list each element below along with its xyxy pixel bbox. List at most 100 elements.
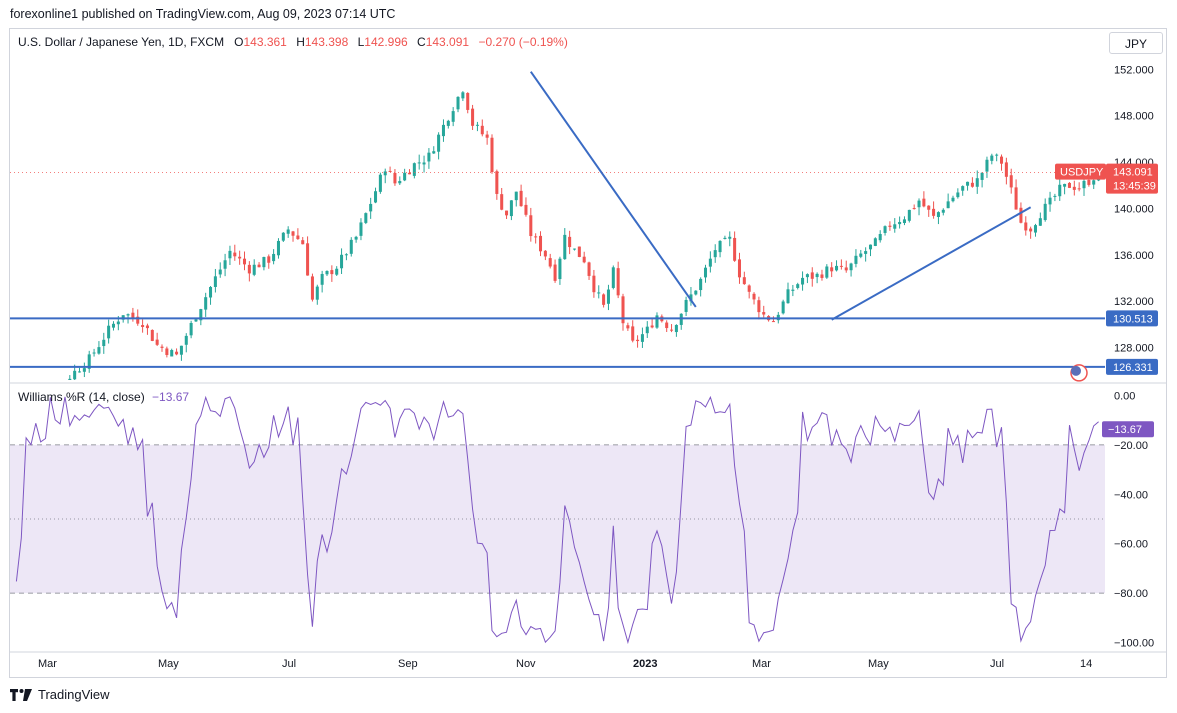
tradingview-logo-icon xyxy=(10,688,32,701)
candles xyxy=(68,91,1101,380)
last-value-tags: USDJPY 143.091 13:45:39 xyxy=(1055,163,1158,194)
candle-body xyxy=(1043,203,1047,221)
low-value: 142.996 xyxy=(364,35,408,49)
time-tick-label: Nov xyxy=(516,658,536,670)
candle-body xyxy=(422,162,426,165)
candle-body xyxy=(771,321,775,323)
candle-body xyxy=(597,292,601,294)
candle-body xyxy=(412,163,416,176)
candle-body xyxy=(820,274,824,278)
candle-body xyxy=(602,294,606,305)
candle-body xyxy=(577,246,581,257)
tradingview-brand[interactable]: TradingView xyxy=(10,687,110,702)
candle-body xyxy=(155,339,159,345)
trendline xyxy=(831,206,1032,321)
price-tick-label: 128.000 xyxy=(1114,343,1154,355)
time-tick-label: 2023 xyxy=(633,658,657,670)
horizontal-levels: 130.513 126.331 xyxy=(10,172,1158,375)
level-tag-label: 130.513 xyxy=(1113,313,1153,325)
candle-body xyxy=(505,210,509,216)
candle-body xyxy=(563,234,567,260)
candle-body xyxy=(621,296,625,324)
candle-body xyxy=(762,312,766,315)
candle-body xyxy=(548,258,552,267)
candle-body xyxy=(68,378,72,380)
candle-body xyxy=(77,371,82,373)
candle-body xyxy=(111,323,115,328)
williams-r-tick-label: −80.00 xyxy=(1114,588,1148,600)
candle-body xyxy=(1087,179,1091,185)
candle-body xyxy=(218,269,222,275)
close-value: 143.091 xyxy=(425,35,470,49)
candle-body xyxy=(645,326,649,334)
candle-body xyxy=(296,235,300,240)
candle-body xyxy=(611,267,615,288)
candle-body xyxy=(1004,162,1008,177)
candle-body xyxy=(291,231,295,236)
candle-body xyxy=(427,152,431,162)
candle-body xyxy=(1082,180,1086,189)
candle-body xyxy=(670,329,674,331)
candle-body xyxy=(742,277,746,285)
trendline xyxy=(529,71,697,308)
candle-body xyxy=(941,209,945,213)
candle-body xyxy=(631,326,635,341)
candle-body xyxy=(970,182,974,187)
candle-body xyxy=(995,154,999,156)
time-tick-label: Jul xyxy=(990,658,1004,670)
candle-body xyxy=(650,325,654,328)
candle-body xyxy=(864,251,868,254)
candle-body xyxy=(1067,182,1071,188)
candle-body xyxy=(1038,218,1042,226)
candle-body xyxy=(985,159,989,172)
candle-body xyxy=(665,322,669,329)
last-price-label: 143.091 xyxy=(1113,167,1153,179)
candle-body xyxy=(1009,175,1013,188)
candle-body xyxy=(223,260,227,269)
candle-body xyxy=(757,300,761,313)
candle-body xyxy=(1092,180,1096,185)
candle-body xyxy=(980,172,984,180)
candle-body xyxy=(136,316,140,324)
candle-body xyxy=(204,297,208,310)
symbol-title[interactable]: U.S. Dollar / Japanese Yen, 1D, FXCM xyxy=(18,35,225,49)
williams-r-tick-label: −100.00 xyxy=(1114,638,1154,650)
candle-body xyxy=(286,229,290,234)
currency-button[interactable]: JPY xyxy=(1109,32,1163,54)
time-tick-label: 14 xyxy=(1080,658,1092,670)
candle-body xyxy=(184,335,188,345)
high-value: 143.398 xyxy=(304,35,349,49)
tradingview-brand-text: TradingView xyxy=(38,687,110,702)
candle-body xyxy=(247,264,251,274)
candle-body xyxy=(262,256,266,268)
candle-body xyxy=(340,254,344,269)
candle-body xyxy=(733,237,737,261)
candle-body xyxy=(480,125,484,135)
candle-body xyxy=(398,181,402,184)
candle-body xyxy=(310,276,314,300)
candle-body xyxy=(330,270,334,275)
candle-body xyxy=(713,250,717,258)
candle-body xyxy=(446,120,450,126)
candle-body xyxy=(456,96,460,110)
candle-body xyxy=(335,268,339,275)
candle-body xyxy=(257,264,261,268)
candle-body xyxy=(640,334,644,342)
candle-body xyxy=(636,339,640,342)
candle-body xyxy=(815,273,819,278)
chart-frame xyxy=(9,28,1167,678)
candle-body xyxy=(902,219,906,224)
candle-body xyxy=(718,240,722,253)
candle-body xyxy=(917,200,921,208)
candle-body xyxy=(175,351,179,355)
candle-body xyxy=(592,275,596,293)
williams-r-tick-label: −60.00 xyxy=(1114,539,1148,551)
candle-body xyxy=(888,225,892,227)
williams-r-last-tag xyxy=(1102,421,1154,438)
candle-body xyxy=(684,299,688,312)
candle-body xyxy=(694,290,698,295)
williams-r-title[interactable]: Williams %R (14, close) xyxy=(18,390,145,404)
candle-body xyxy=(810,272,814,279)
candle-body xyxy=(898,221,902,225)
